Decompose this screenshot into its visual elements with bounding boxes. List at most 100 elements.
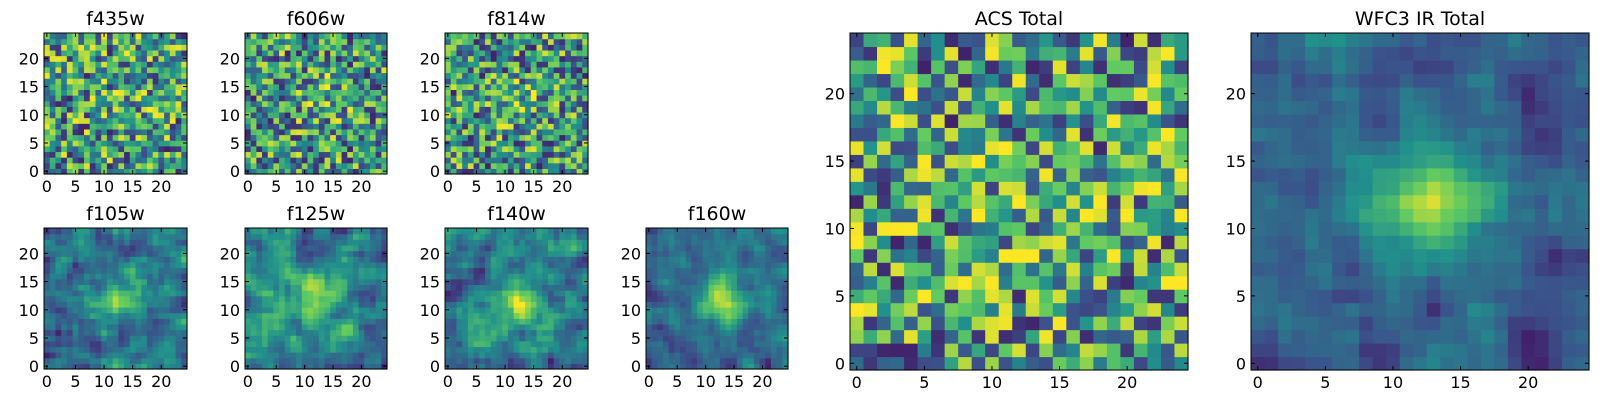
heatmap-cell: [175, 284, 182, 291]
heatmap-cell: [904, 154, 919, 169]
heatmap-cell: [290, 284, 297, 291]
heatmap-cell: [158, 95, 165, 102]
heatmap-cell: [112, 61, 119, 68]
heatmap-cell: [175, 33, 182, 40]
heatmap-cell: [536, 128, 543, 136]
heatmap-cell: [748, 228, 755, 235]
heatmap-cell: [381, 318, 388, 325]
heatmap-cell: [904, 221, 919, 236]
heatmap-cell: [490, 151, 498, 158]
heatmap-cell: [490, 318, 498, 325]
heatmap-cell: [118, 295, 125, 302]
heatmap-cell: [530, 111, 538, 119]
heatmap-cell: [169, 352, 177, 359]
heatmap-cell: [381, 346, 388, 353]
heatmap-cell: [657, 295, 664, 302]
heatmap-cell: [290, 72, 297, 79]
axes-frame: [244, 32, 388, 175]
heatmap-cell: [262, 72, 269, 79]
heatmap-cell: [245, 295, 252, 302]
heatmap-cell: [112, 78, 119, 85]
heatmap-cell: [84, 38, 91, 45]
heatmap-cell: [668, 318, 675, 325]
heatmap-cell: [124, 106, 131, 113]
heatmap-cell: [663, 312, 670, 319]
heatmap-cell: [530, 284, 538, 291]
heatmap-cell: [473, 128, 480, 136]
heatmap-cell: [106, 38, 114, 45]
heatmap-cell: [375, 250, 382, 257]
heatmap-cell: [262, 244, 269, 252]
heatmap-cell: [330, 89, 337, 96]
heatmap-cell: [542, 38, 549, 45]
heatmap-cell: [1174, 181, 1189, 196]
heatmap-cell: [513, 100, 520, 107]
heatmap-cell: [341, 335, 348, 342]
heatmap-cell: [335, 352, 343, 359]
heatmap-cell: [547, 111, 555, 119]
heatmap-cell: [347, 55, 354, 62]
heatmap-cell: [559, 95, 566, 102]
heatmap-cell: [450, 312, 458, 319]
heatmap-cell: [485, 363, 492, 370]
heatmap-cell: [985, 356, 1000, 371]
heatmap-cell: [158, 140, 165, 147]
heatmap-cell: [84, 278, 91, 285]
heatmap-cell: [998, 167, 1013, 182]
heatmap-cell: [1066, 275, 1081, 290]
heatmap-cell: [55, 151, 62, 158]
heatmap-cell: [570, 261, 578, 269]
y-tick-label: 15: [19, 78, 39, 97]
heatmap-cell: [714, 323, 721, 331]
heatmap-cell: [347, 89, 354, 96]
heatmap-cell: [347, 168, 354, 175]
heatmap-cell: [296, 244, 303, 252]
heatmap-cell: [507, 228, 515, 235]
heatmap-cell: [674, 239, 681, 246]
heatmap-cell: [479, 106, 486, 113]
heatmap-cell: [530, 290, 538, 297]
heatmap-cell: [284, 157, 292, 164]
heatmap-cell: [547, 83, 555, 90]
heatmap-cell: [651, 295, 658, 302]
heatmap-cell: [313, 261, 320, 269]
heatmap-cell: [674, 261, 681, 269]
heatmap-cell: [736, 340, 744, 348]
heatmap-cell: [49, 95, 57, 102]
heatmap-cell: [95, 261, 102, 269]
heatmap-cell: [1120, 316, 1135, 331]
heatmap-cell: [719, 233, 727, 240]
heatmap-cell: [158, 312, 165, 319]
heatmap-cell: [576, 335, 583, 342]
x-tick-label: 20: [552, 372, 572, 391]
heatmap-cell: [61, 55, 68, 62]
heatmap-cell: [78, 278, 85, 285]
heatmap-cell: [112, 66, 119, 74]
heatmap-cell: [89, 250, 97, 257]
heatmap-cell: [135, 323, 142, 331]
heatmap-cell: [674, 306, 681, 314]
heatmap-cell: [998, 181, 1013, 196]
heatmap-cell: [164, 340, 171, 348]
heatmap-cell: [158, 55, 165, 62]
heatmap-cell: [318, 346, 326, 353]
heatmap-cell: [513, 95, 520, 102]
heatmap-cell: [759, 318, 766, 325]
heatmap-cell: [375, 78, 382, 85]
heatmap-cell: [135, 346, 142, 353]
heatmap-cell: [78, 100, 85, 107]
heatmap-cell: [250, 100, 257, 107]
heatmap-cell: [553, 261, 560, 269]
heatmap-cell: [89, 228, 97, 235]
heatmap-cell: [89, 61, 97, 68]
heatmap-cell: [95, 33, 102, 40]
heatmap-cell: [324, 244, 331, 252]
heatmap-cell: [1120, 356, 1135, 371]
heatmap-cell: [101, 233, 108, 240]
heatmap-cell: [485, 134, 492, 141]
heatmap-cell: [708, 233, 715, 240]
heatmap-cell: [542, 312, 549, 319]
heatmap-cell: [668, 301, 675, 308]
heatmap-cell: [547, 100, 555, 107]
heatmap-cell: [674, 346, 681, 353]
